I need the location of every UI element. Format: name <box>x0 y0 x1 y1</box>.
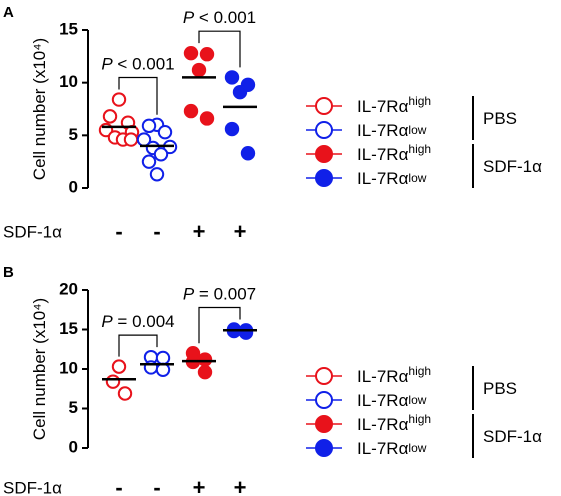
y-tick-label: 5 <box>69 398 78 417</box>
legend-marker <box>315 439 333 457</box>
legend-marker <box>315 367 333 385</box>
significance-bracket <box>118 334 158 357</box>
data-point <box>240 146 256 161</box>
data-point <box>197 352 213 367</box>
data-point <box>238 325 254 340</box>
data-point <box>153 147 169 162</box>
data-point <box>105 374 121 389</box>
data-point <box>183 103 199 119</box>
data-point <box>197 364 213 380</box>
y-tick-label: 0 <box>69 437 78 456</box>
legend-label: IL-7Rαhigh <box>357 142 431 164</box>
data-point <box>149 167 165 182</box>
legend-label: IL-7Rαhigh <box>357 94 431 116</box>
data-point <box>224 121 240 137</box>
treatment-sign: - <box>153 219 160 244</box>
treatment-sign: + <box>234 219 247 244</box>
treatment-row-label: SDF-1α <box>3 478 62 496</box>
data-point <box>191 62 207 78</box>
legend-label: IL-7Rαlow <box>357 391 427 410</box>
data-point <box>183 45 199 61</box>
y-tick-label: 10 <box>59 72 78 91</box>
panel-letter: A <box>3 4 14 21</box>
y-tick-label: 20 <box>59 279 78 298</box>
treatment-sign: - <box>115 475 122 496</box>
legend-marker <box>315 145 333 163</box>
panel-A: A 0 5 10 15 Cell number (x10⁴) P < 0.001 P < 0.… <box>3 4 542 244</box>
data-point <box>102 109 118 124</box>
data-point <box>117 386 133 401</box>
legend-marker <box>315 121 333 139</box>
y-axis-label: Cell number (x10⁴) <box>30 38 49 180</box>
treatment-sign: + <box>193 475 206 496</box>
legend: IL-7Rαhigh IL-7Rαlow IL-7Rαhigh IL-7Rαlow PB… <box>306 94 542 188</box>
p-value-label: P < 0.001 <box>101 55 174 74</box>
data-point <box>224 70 240 85</box>
panel-B: B 0 5 10 15 20 Cell number (x10⁴) P = 0.004 P = … <box>3 264 542 496</box>
legend-marker <box>315 415 333 433</box>
legend-label: IL-7Rαlow <box>357 121 427 140</box>
legend-marker <box>315 97 333 115</box>
data-point <box>141 118 157 134</box>
data-point <box>155 350 171 366</box>
legend-group-label: PBS <box>483 109 517 128</box>
p-value-label: P = 0.007 <box>183 285 256 304</box>
significance-bracket <box>198 30 241 68</box>
y-tick-label: 5 <box>69 125 78 144</box>
p-value-label: P < 0.001 <box>183 8 256 27</box>
legend-marker <box>315 391 333 409</box>
legend-group-label: SDF-1α <box>483 157 542 176</box>
legend-label: IL-7Rαlow <box>357 169 427 188</box>
significance-bracket <box>118 76 158 115</box>
y-tick-label: 15 <box>59 319 78 338</box>
data-point <box>232 84 248 100</box>
legend-label: IL-7Rαhigh <box>357 412 431 434</box>
data-point <box>199 111 215 126</box>
treatment-row-label: SDF-1α <box>3 222 62 241</box>
data-point <box>111 92 127 107</box>
data-point <box>111 359 127 374</box>
y-tick-label: 15 <box>59 19 78 38</box>
significance-bracket <box>198 306 241 344</box>
y-tick-label: 0 <box>69 177 78 196</box>
y-axis-label: Cell number (x10⁴) <box>30 298 49 440</box>
treatment-sign: + <box>193 219 206 244</box>
legend-group-label: SDF-1α <box>483 427 542 446</box>
legend-label: IL-7Rαhigh <box>357 364 431 386</box>
panel-letter: B <box>3 264 14 281</box>
data-point <box>199 47 215 62</box>
legend-group-label: PBS <box>483 379 517 398</box>
data-point <box>157 124 173 140</box>
legend-marker <box>315 169 333 187</box>
treatment-sign: - <box>153 475 160 496</box>
treatment-sign: + <box>234 475 247 496</box>
treatment-sign: - <box>115 219 122 244</box>
data-point <box>123 132 139 147</box>
y-tick-label: 10 <box>59 358 78 377</box>
p-value-label: P = 0.004 <box>101 312 174 331</box>
legend-label: IL-7Rαlow <box>357 439 427 458</box>
legend: IL-7Rαhigh IL-7Rαlow IL-7Rαhigh IL-7Rαlow PB… <box>306 364 542 458</box>
data-point <box>141 154 157 169</box>
